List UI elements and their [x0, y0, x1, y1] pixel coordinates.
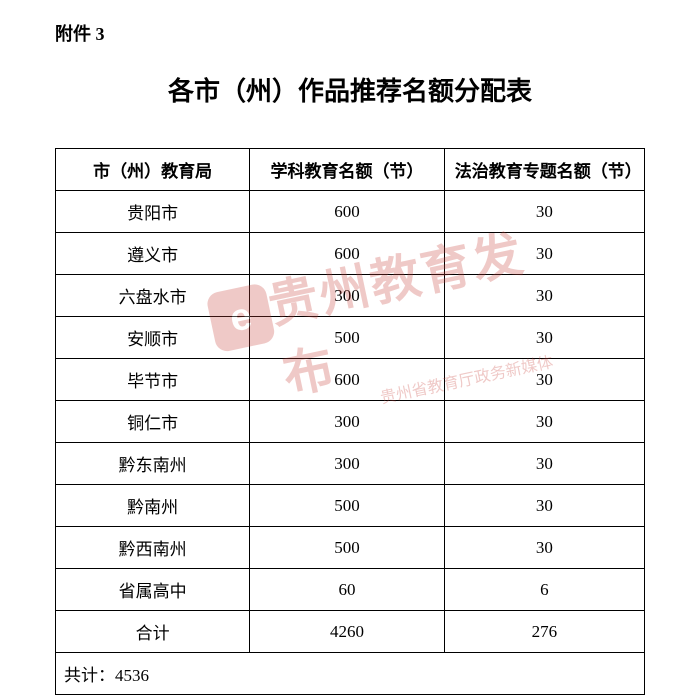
table-cell: 省属高中 [56, 569, 250, 611]
table-cell: 500 [250, 317, 444, 359]
table-cell: 30 [444, 485, 644, 527]
table-row: 铜仁市30030 [56, 401, 645, 443]
table-row: 黔南州50030 [56, 485, 645, 527]
table-cell: 铜仁市 [56, 401, 250, 443]
table-cell: 6 [444, 569, 644, 611]
table-cell: 30 [444, 359, 644, 401]
table-footer-row: 共计：4536 [56, 653, 645, 695]
column-header: 学科教育名额（节） [250, 149, 444, 191]
table-row: 六盘水市30030 [56, 275, 645, 317]
table-cell: 600 [250, 191, 444, 233]
total-cell: 共计：4536 [56, 653, 645, 695]
table-row: 黔西南州50030 [56, 527, 645, 569]
page-title: 各市（州）作品推荐名额分配表 [55, 71, 645, 108]
column-header: 市（州）教育局 [56, 149, 250, 191]
table-cell: 60 [250, 569, 444, 611]
table-cell: 贵阳市 [56, 191, 250, 233]
table-cell: 30 [444, 443, 644, 485]
table-cell: 六盘水市 [56, 275, 250, 317]
table-cell: 30 [444, 317, 644, 359]
table-cell: 500 [250, 527, 444, 569]
table-cell: 安顺市 [56, 317, 250, 359]
table-cell: 黔东南州 [56, 443, 250, 485]
table-row: 毕节市60030 [56, 359, 645, 401]
table-cell: 合计 [56, 611, 250, 653]
table-cell: 500 [250, 485, 444, 527]
table-row: 遵义市60030 [56, 233, 645, 275]
table-cell: 30 [444, 233, 644, 275]
table-row: 省属高中606 [56, 569, 645, 611]
table-row: 安顺市50030 [56, 317, 645, 359]
table-cell: 600 [250, 359, 444, 401]
table-cell: 276 [444, 611, 644, 653]
table-cell: 600 [250, 233, 444, 275]
table-cell: 黔西南州 [56, 527, 250, 569]
table-row: 黔东南州30030 [56, 443, 645, 485]
table-header-row: 市（州）教育局 学科教育名额（节） 法治教育专题名额（节） [56, 149, 645, 191]
table-cell: 毕节市 [56, 359, 250, 401]
table-cell: 4260 [250, 611, 444, 653]
table-row: 贵阳市60030 [56, 191, 645, 233]
table-cell: 300 [250, 443, 444, 485]
table-cell: 30 [444, 401, 644, 443]
table-cell: 遵义市 [56, 233, 250, 275]
attachment-label: 附件 3 [55, 20, 645, 46]
table-cell: 300 [250, 401, 444, 443]
table-row: 合计4260276 [56, 611, 645, 653]
quota-table: 市（州）教育局 学科教育名额（节） 法治教育专题名额（节） 贵阳市60030遵义… [55, 148, 645, 695]
column-header: 法治教育专题名额（节） [444, 149, 644, 191]
table-cell: 30 [444, 275, 644, 317]
table-cell: 30 [444, 191, 644, 233]
table-cell: 黔南州 [56, 485, 250, 527]
table-cell: 30 [444, 527, 644, 569]
table-cell: 300 [250, 275, 444, 317]
